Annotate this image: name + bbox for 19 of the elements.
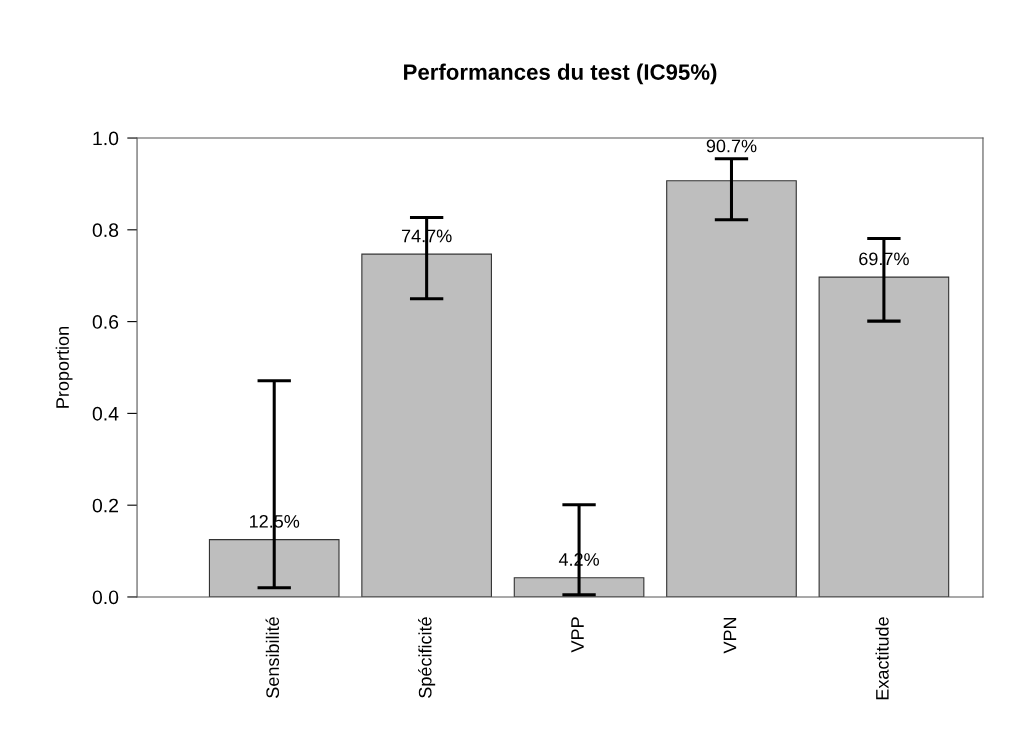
y-tick-label: 0.2 xyxy=(92,498,119,513)
y-tick-label: 0.4 xyxy=(92,406,119,421)
y-tick-label: 1.0 xyxy=(93,131,119,146)
bar xyxy=(666,180,797,597)
y-tick-label: 0.8 xyxy=(92,223,119,238)
x-tick-label: Spécificité xyxy=(418,617,436,698)
x-tick-label: VPN xyxy=(723,617,737,654)
x-tick-label: VPP xyxy=(571,617,584,653)
x-tick-label: Exactitude xyxy=(875,617,889,700)
y-tick-label: 0.0 xyxy=(92,590,119,605)
bar xyxy=(208,539,340,597)
chart-title: Performances du test (IC95%) xyxy=(404,63,717,85)
bar xyxy=(513,577,645,597)
bar xyxy=(361,253,492,597)
x-tick-label: Sensibilité xyxy=(265,617,280,698)
y-tick-label: 0.6 xyxy=(92,315,119,329)
data-label: 90.7% xyxy=(706,139,757,153)
y-axis-title: Proportion xyxy=(55,327,73,408)
bar xyxy=(818,276,950,597)
